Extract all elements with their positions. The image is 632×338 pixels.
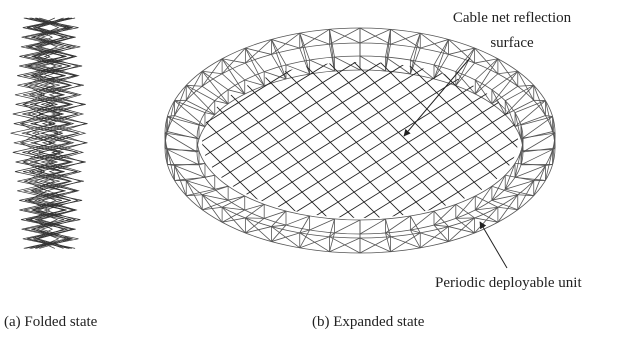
caption: (b) Expanded state (312, 314, 425, 330)
truss-member (310, 219, 335, 230)
truss-member (286, 216, 310, 225)
truss-member (271, 225, 286, 226)
truss-member (329, 28, 360, 44)
truss-member (245, 204, 264, 210)
truss-member (475, 186, 492, 210)
cable (180, 0, 632, 300)
truss-member (175, 165, 205, 177)
truss-member (186, 100, 215, 114)
figure: Cable net reflection surface Periodic de… (0, 0, 632, 338)
truss-member (186, 85, 215, 114)
cable (24, 0, 524, 300)
cable (0, 0, 190, 338)
truss-member (335, 57, 360, 70)
truss-member (385, 219, 390, 237)
truss-member (335, 220, 360, 233)
truss-member (202, 59, 222, 87)
truss-member (492, 175, 505, 200)
cable (0, 0, 294, 338)
truss-member (492, 86, 518, 104)
truss-member (515, 165, 545, 177)
cable (336, 0, 632, 300)
truss-member (286, 65, 310, 74)
truss-member (222, 196, 245, 207)
annotation-label: Cable net reflection (453, 10, 572, 26)
cable (0, 0, 138, 338)
cable (154, 0, 632, 300)
truss-member (434, 225, 449, 226)
cable (0, 0, 164, 338)
truss-member (360, 238, 391, 252)
truss-member (360, 219, 385, 234)
truss-member (329, 219, 334, 237)
truss-member (456, 196, 475, 218)
truss-member (391, 33, 421, 44)
truss-member (310, 60, 335, 71)
truss-member (228, 196, 245, 200)
cable (24, 0, 424, 338)
truss-member (518, 85, 534, 86)
truss-member (391, 237, 421, 248)
annotation-arrow (480, 222, 507, 268)
truss-member (245, 80, 264, 86)
cable (284, 0, 632, 300)
truss-member (360, 29, 391, 43)
truss-member (505, 85, 534, 114)
cable (128, 0, 628, 300)
caption: (a) Folded state (4, 314, 98, 330)
annotation-label: surface (490, 35, 534, 51)
cable (0, 0, 186, 300)
truss-member (245, 204, 264, 218)
truss-member (329, 237, 360, 253)
cable (206, 0, 632, 300)
truss-member (545, 116, 552, 117)
cable (50, 0, 450, 338)
truss-member (456, 204, 475, 218)
cable (310, 0, 632, 300)
annotation-label: Periodic deployable unit (435, 275, 582, 291)
folded-truss (11, 18, 88, 248)
truss-member (165, 148, 197, 152)
truss-member (205, 175, 215, 177)
